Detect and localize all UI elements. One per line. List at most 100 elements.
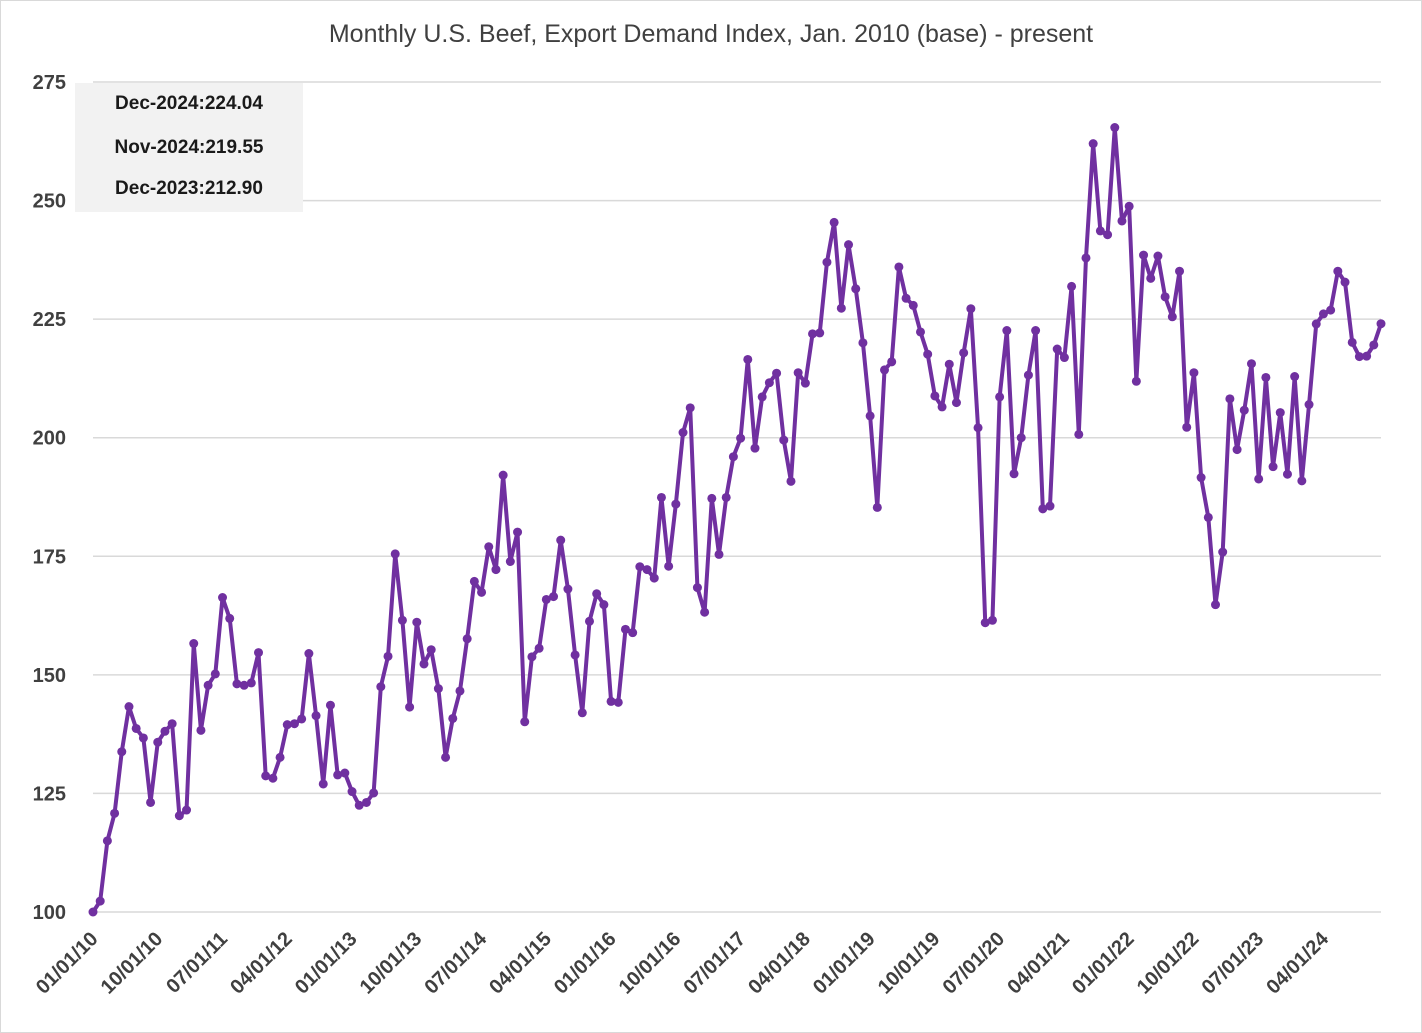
data-point [340,768,350,778]
data-point [851,284,861,294]
data-point [1016,433,1026,443]
data-point [563,584,573,594]
data-point [390,549,400,559]
data-point [124,702,134,712]
data-point [1088,139,1098,149]
data-point [599,600,609,610]
data-point [441,752,451,762]
y-tick-label: 175 [33,546,66,568]
callout-label: Dec-2023: [115,178,205,199]
data-point [1333,266,1343,276]
data-point [649,573,659,583]
x-tick-label: 07/01/23 [1198,928,1269,999]
data-point [685,403,695,413]
data-point [1304,400,1314,410]
data-point [1038,504,1048,514]
data-point [1362,351,1372,361]
data-point [1354,352,1364,362]
data-point [1002,326,1012,336]
data-point [700,607,710,617]
data-point [980,618,990,628]
data-point [1347,337,1357,347]
x-tick-label: 10/01/19 [874,928,945,999]
data-point [196,725,206,735]
y-tick-label: 125 [33,783,66,805]
data-point [880,365,890,375]
callout-label: Dec-2024: [115,93,205,114]
callout-nov-2024: Nov-2024:219.55 [75,137,303,159]
data-point [117,747,127,757]
series-line [91,125,1383,914]
data-point [1232,445,1242,455]
x-tick-label: 01/01/16 [550,928,621,999]
data-point [671,499,681,509]
data-point [1117,216,1127,226]
data-point [397,615,407,625]
data-point [491,565,501,575]
data-point [426,645,436,655]
data-point [1095,226,1105,236]
data-point [1124,201,1134,211]
data-point [1110,123,1120,133]
data-point [369,788,379,798]
data-point [836,303,846,313]
value-callout-box: Dec-2024:224.04 Nov-2024:219.55 Dec-2023… [75,83,303,212]
data-point [620,624,630,634]
data-point [1067,281,1077,291]
data-point [541,594,551,604]
data-point [520,717,530,727]
data-point [728,452,738,462]
data-point [513,527,523,537]
data-point [959,348,969,358]
data-point [966,304,976,314]
data-point [930,391,940,401]
data-point [1311,319,1321,329]
data-point [937,402,947,412]
data-point [1225,394,1235,404]
data-point [1074,429,1084,439]
data-point [419,659,429,669]
data-point [786,476,796,486]
x-tick-label: 04/01/15 [485,928,556,999]
data-point [1246,359,1256,369]
data-point [88,907,98,917]
data-point [484,542,494,552]
data-point [318,779,328,789]
data-point [254,648,263,658]
data-point [800,378,810,388]
data-point [239,680,249,690]
data-point [1369,340,1379,350]
data-point [872,502,882,512]
y-tick-label: 100 [33,902,66,924]
data-point [973,423,983,433]
data-point [743,354,753,364]
data-point [779,435,789,445]
data-point [1045,501,1055,511]
data-point [462,634,472,644]
y-axis-tick-labels: 100 125 150 175 200 225 250 275 [33,72,66,924]
data-point [736,433,746,443]
data-point [678,428,688,437]
data-point [692,583,702,593]
x-tick-label: 07/01/20 [939,928,1010,999]
x-tick-label: 01/01/13 [291,928,362,999]
data-point [1318,309,1328,319]
data-point [361,797,371,807]
data-point [923,349,933,359]
data-point [887,357,897,367]
data-point [102,836,112,846]
data-point [1326,305,1336,315]
data-point [894,262,904,272]
data-point [95,896,105,906]
data-point [829,217,839,227]
data-point [455,686,465,696]
data-point [505,557,515,566]
x-tick-label: 01/01/19 [809,928,880,999]
data-point [1282,469,1292,479]
data-point [1239,405,1249,415]
x-tick-label: 07/01/11 [162,928,232,998]
data-point [606,696,616,706]
data-point [289,719,299,729]
data-point [1031,326,1041,336]
data-point [225,613,235,623]
